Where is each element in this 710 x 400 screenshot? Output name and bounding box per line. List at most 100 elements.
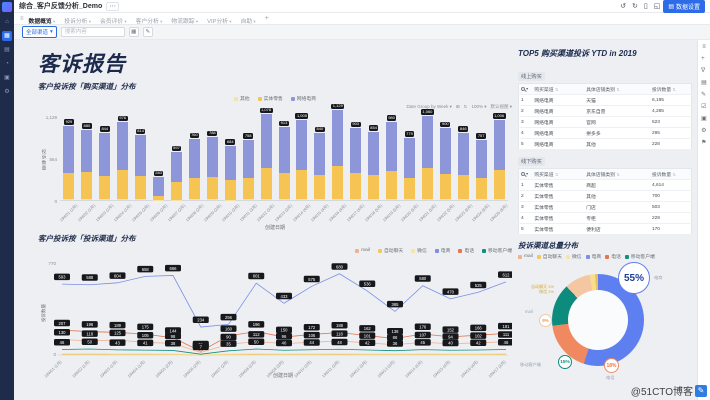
bar-group[interactable]: 846 <box>454 126 472 200</box>
apps-icon[interactable]: ▦ <box>2 31 12 41</box>
stacked-bar[interactable] <box>421 115 433 200</box>
refresh-icon[interactable]: ↻ <box>463 104 468 109</box>
column-header-购买渠道[interactable]: 购买渠道 ⇅ <box>532 83 585 95</box>
stacked-bar[interactable] <box>332 110 344 200</box>
stacked-bar[interactable] <box>350 128 362 200</box>
table-row[interactable]: 2 实体零售 其他 700 <box>518 190 692 202</box>
redo-icon[interactable]: ↻ <box>631 3 638 10</box>
add-tab-button[interactable]: + <box>264 15 269 22</box>
grid-icon[interactable]: ⊞ <box>455 104 460 109</box>
bar-group[interactable]: 880 <box>78 123 96 200</box>
stacked-bar[interactable] <box>81 129 93 200</box>
table-row[interactable]: 3 实体零售 门店 503 <box>518 201 692 213</box>
data-settings-button[interactable]: ▤ 数据设置 <box>663 0 705 13</box>
stacked-bar[interactable] <box>278 127 290 200</box>
tab-list-icon[interactable]: ≡ <box>20 15 24 22</box>
undo-icon[interactable]: ↺ <box>620 3 626 10</box>
column-header-购买渠道[interactable]: 购买渠道 ⇅ <box>532 168 585 180</box>
tab-客户分析[interactable]: 客户分析 ▾ <box>135 18 163 25</box>
user-icon[interactable]: ▣ <box>4 75 10 81</box>
fullscreen-icon[interactable]: ◱ <box>653 3 661 10</box>
stacked-bar[interactable] <box>188 139 200 200</box>
stacked-bar[interactable] <box>439 128 451 200</box>
legend-电话[interactable]: 电话 <box>458 247 474 254</box>
stacked-bar[interactable] <box>135 135 147 200</box>
bar-group[interactable]: 283 <box>150 171 168 200</box>
legend-mail[interactable]: mail <box>518 253 533 260</box>
legend-mail[interactable]: mail <box>355 248 370 253</box>
stacked-bar[interactable] <box>260 114 272 200</box>
settings-icon[interactable]: ⚙ <box>701 128 707 134</box>
legend-移动客户端[interactable]: 移动客户端 <box>482 247 512 254</box>
column-header-具体店铺类别[interactable]: 具体店铺类别 ⇅ <box>584 168 650 180</box>
legend-移动客户端[interactable]: 移动客户端 <box>624 253 655 260</box>
view-control[interactable]: 默认视图 ▾ <box>490 104 512 109</box>
table-row[interactable]: 2 网络电商 京东自营 4,285 <box>518 105 692 117</box>
line-chart-plot[interactable]: 0 770 投诉数量 19W01 (1月) 19W02 (1月) 19W03 (1月) 19… <box>38 255 514 381</box>
check-icon[interactable]: ☑ <box>701 104 707 110</box>
bar-group[interactable]: 1,006 <box>490 113 508 200</box>
legend-电商[interactable]: 电商 <box>585 253 601 260</box>
bar-group[interactable]: 1,078 <box>257 108 275 200</box>
edit-button[interactable]: ✎ <box>142 27 153 37</box>
edit-icon[interactable]: ✎ <box>701 92 707 98</box>
legend-其他[interactable]: 其他 <box>233 95 250 102</box>
zoom-control[interactable]: 100% ▾ <box>471 104 487 109</box>
column-header-具体店铺类别[interactable]: 具体店铺类别 ⇅ <box>584 83 650 95</box>
sort-icon[interactable]: ⇅ <box>672 171 676 177</box>
history-icon[interactable]: ◔ <box>5 61 9 67</box>
datasets-icon[interactable]: ▤ <box>4 47 10 53</box>
bar-group[interactable]: 840 <box>311 127 329 200</box>
table-row[interactable]: 5 实体零售 便利店 170 <box>518 223 692 235</box>
bar-group[interactable]: 903 <box>347 121 365 200</box>
tab-物流跟踪[interactable]: 物流跟踪 ▾ <box>171 18 199 25</box>
legend-电话[interactable]: 电话 <box>605 253 621 260</box>
table-row[interactable]: 4 实体零售 专柜 229 <box>518 212 692 224</box>
stacked-bar[interactable] <box>99 132 111 200</box>
legend-微信[interactable]: 微信 <box>566 253 582 260</box>
tab-自助[interactable]: 自助 ▾ <box>240 18 256 25</box>
date-group-control[interactable]: Date Group by Week ▾ <box>406 104 452 109</box>
stacked-bar[interactable] <box>403 137 415 200</box>
legend-微信[interactable]: 微信 <box>411 247 427 254</box>
bar-group[interactable]: 788 <box>203 131 221 200</box>
table-row[interactable]: 5 网络电商 其他 228 <box>518 138 692 150</box>
tab-投诉分析[interactable]: 投诉分析 ▾ <box>64 18 91 25</box>
sort-icon[interactable]: ⇅ <box>616 86 620 92</box>
bar-group[interactable]: 929 <box>60 119 78 200</box>
stacked-bar[interactable] <box>63 125 75 200</box>
column-header-投诉数量[interactable]: 投诉数量 ⇅ <box>649 83 692 95</box>
table-row[interactable]: 1 网络电商 天猫 6,195 <box>518 94 692 106</box>
bar-group[interactable]: 760 <box>185 133 203 200</box>
bar-group[interactable]: 976 <box>114 116 132 200</box>
stacked-bar[interactable] <box>457 132 469 200</box>
grid-view-button[interactable]: ▦ <box>128 27 139 37</box>
search-input[interactable] <box>60 27 125 37</box>
table-row[interactable]: 1 实体零售 商超 4,614 <box>518 179 692 191</box>
stacked-bar[interactable] <box>206 137 218 200</box>
stacked-bar[interactable] <box>242 139 254 200</box>
bar-group[interactable]: 779 <box>401 131 419 200</box>
chart-icon[interactable]: ▤ <box>701 80 707 86</box>
bar-group[interactable]: 1,005 <box>293 113 311 200</box>
stacked-bar[interactable] <box>170 152 182 200</box>
bar-group[interactable]: 844 <box>96 126 114 200</box>
stacked-bar[interactable] <box>314 133 326 200</box>
bar-group[interactable]: 758 <box>239 133 257 200</box>
channel-filter-dropdown[interactable]: 全部渠道 ▾ <box>22 26 57 38</box>
stacked-bar[interactable] <box>475 139 487 200</box>
bar-group[interactable]: 854 <box>365 125 383 200</box>
table-row[interactable]: 3 网络电商 官网 523 <box>518 116 692 128</box>
layers-icon[interactable]: ▣ <box>701 116 707 122</box>
bar-group[interactable]: 1,129 <box>329 103 347 200</box>
stacked-bar[interactable] <box>368 131 380 200</box>
bar-group[interactable]: 980 <box>383 115 401 200</box>
stacked-bar[interactable] <box>296 119 308 200</box>
filter-icon[interactable]: ∇ <box>701 68 706 74</box>
legend-网络电商[interactable]: 网络电商 <box>290 95 316 102</box>
stacked-bar[interactable] <box>224 145 236 200</box>
stacked-bar[interactable] <box>386 121 398 200</box>
search-column-header[interactable]: ▾ <box>518 83 533 95</box>
legend-实体零售[interactable]: 实体零售 <box>257 95 283 102</box>
table-row[interactable]: 4 网络电商 拼多多 295 <box>518 127 692 139</box>
